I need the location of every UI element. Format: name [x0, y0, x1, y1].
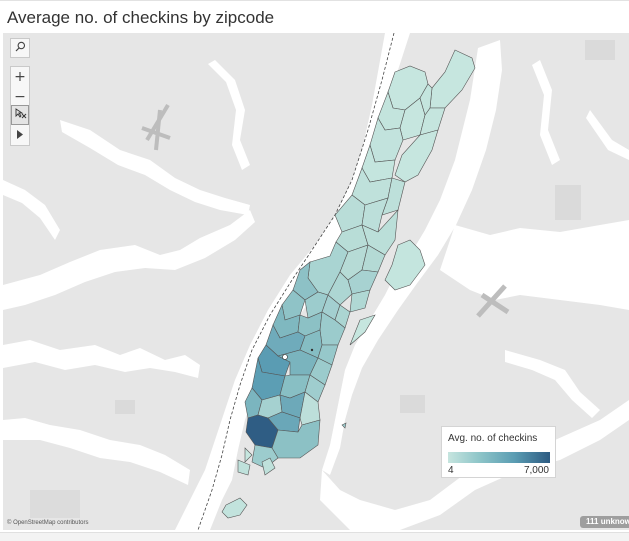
- map-attribution[interactable]: © OpenStreetMap contributors: [7, 520, 89, 526]
- zipcode-region: [419, 83, 433, 116]
- zipcode-region: [384, 239, 426, 291]
- zipcode-region: [267, 411, 301, 433]
- bay-right: [440, 220, 629, 310]
- left-river-6: [208, 60, 250, 170]
- top-rule: [0, 0, 629, 1]
- airport-right: [476, 284, 510, 318]
- pin-select-icon: [14, 107, 27, 123]
- legend-min-label: 4: [448, 465, 454, 476]
- right-creek-3: [586, 110, 629, 160]
- zipcode-region: [394, 129, 439, 183]
- legend-max-label: 7,000: [523, 465, 549, 476]
- left-river-3: [3, 418, 190, 485]
- search-button[interactable]: [10, 38, 30, 58]
- zipcode-region: [349, 314, 376, 346]
- color-legend[interactable]: Avg. no. of checkins 4 7,000: [441, 426, 556, 478]
- zipcode-region: [361, 197, 389, 233]
- zipcode-region: [237, 459, 251, 476]
- airport-left: [141, 103, 171, 151]
- left-river-1: [3, 210, 255, 310]
- left-river-4: [60, 120, 250, 215]
- left-river-2: [3, 340, 200, 378]
- pin-select-button[interactable]: [11, 105, 29, 125]
- bottom-bar: [0, 532, 629, 541]
- park-area: [585, 40, 615, 60]
- search-icon: [15, 40, 26, 56]
- legend-title: Avg. no. of checkins: [448, 433, 538, 444]
- east-river-lower: [320, 400, 629, 530]
- unknown-indicator[interactable]: 111 unknown: [580, 516, 629, 528]
- park-area: [30, 490, 80, 518]
- left-river-5: [3, 180, 60, 240]
- zipcode-region: [244, 447, 253, 463]
- zoom-in-button[interactable]: +: [14, 69, 26, 85]
- zipcode-region: [341, 422, 347, 429]
- legend-color-ramp: [448, 452, 550, 463]
- triangle-right-icon: [16, 127, 24, 143]
- park-area: [400, 395, 425, 413]
- hudson-river: [175, 33, 410, 530]
- park-area: [115, 400, 135, 414]
- zipcode-polygons: [221, 49, 476, 519]
- map-canvas[interactable]: [3, 33, 629, 530]
- zoom-controls: + −: [10, 66, 30, 146]
- zoom-out-button[interactable]: −: [14, 89, 26, 105]
- page-title: Average no. of checkins by zipcode: [7, 8, 275, 27]
- zipcode-region: [221, 497, 248, 519]
- landmark-marker: [282, 354, 288, 360]
- map-svg: [3, 33, 629, 530]
- right-creek-1: [505, 350, 600, 418]
- state-border: [197, 33, 395, 530]
- zipcode-region: [261, 457, 276, 476]
- zipcode-region: [349, 289, 371, 313]
- expand-toolbar-button[interactable]: [11, 125, 29, 145]
- park-area: [555, 185, 581, 220]
- right-creek-2: [532, 60, 560, 165]
- landmark-marker: [310, 348, 314, 352]
